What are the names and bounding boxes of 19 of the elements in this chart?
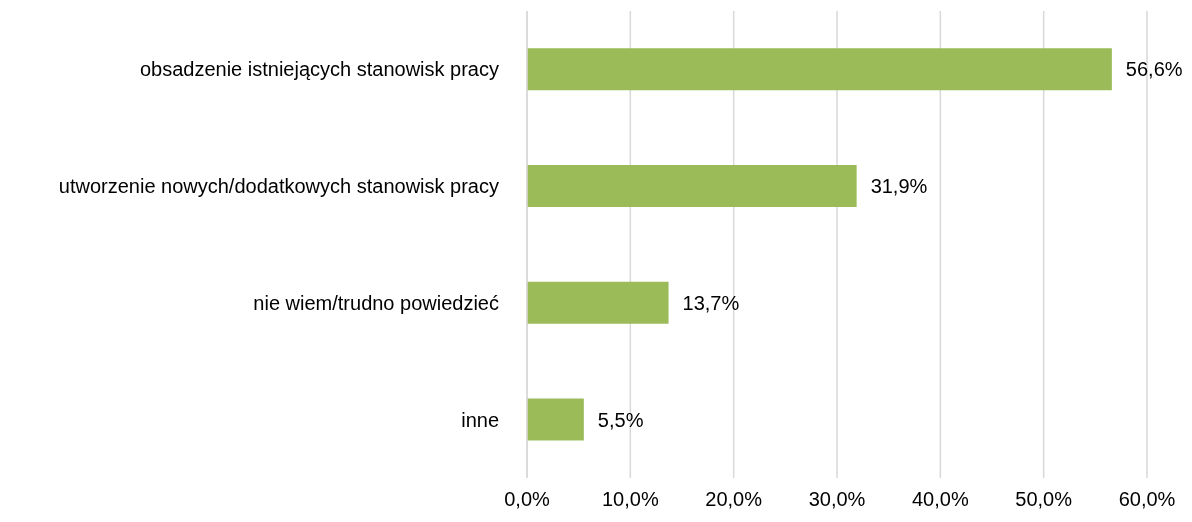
- x-tick-label: 40,0%: [911, 488, 969, 511]
- y-tick-label: utworzenie nowych/dodatkowych stanowisk pracy: [58, 175, 499, 198]
- data-label: 5,5%: [597, 408, 644, 431]
- x-tick-label: 20,0%: [705, 488, 763, 511]
- data-label: 56,6%: [1125, 58, 1183, 81]
- bar: [527, 281, 669, 324]
- x-tick-label: 30,0%: [808, 488, 866, 511]
- x-tick-label: 60,0%: [1118, 488, 1176, 511]
- data-label: 13,7%: [682, 291, 740, 314]
- data-label: 31,9%: [870, 175, 928, 198]
- x-tick-label: 50,0%: [1015, 488, 1073, 511]
- bar: [527, 48, 1112, 91]
- bar: [527, 398, 584, 441]
- y-tick-label: nie wiem/trudno powiedzieć: [253, 291, 499, 314]
- x-tick-label: 10,0%: [601, 488, 659, 511]
- bar: [527, 165, 857, 208]
- y-tick-label: inne: [461, 408, 499, 431]
- y-tick-label: obsadzenie istniejących stanowisk pracy: [139, 58, 499, 81]
- x-tick-label: 0,0%: [504, 488, 551, 511]
